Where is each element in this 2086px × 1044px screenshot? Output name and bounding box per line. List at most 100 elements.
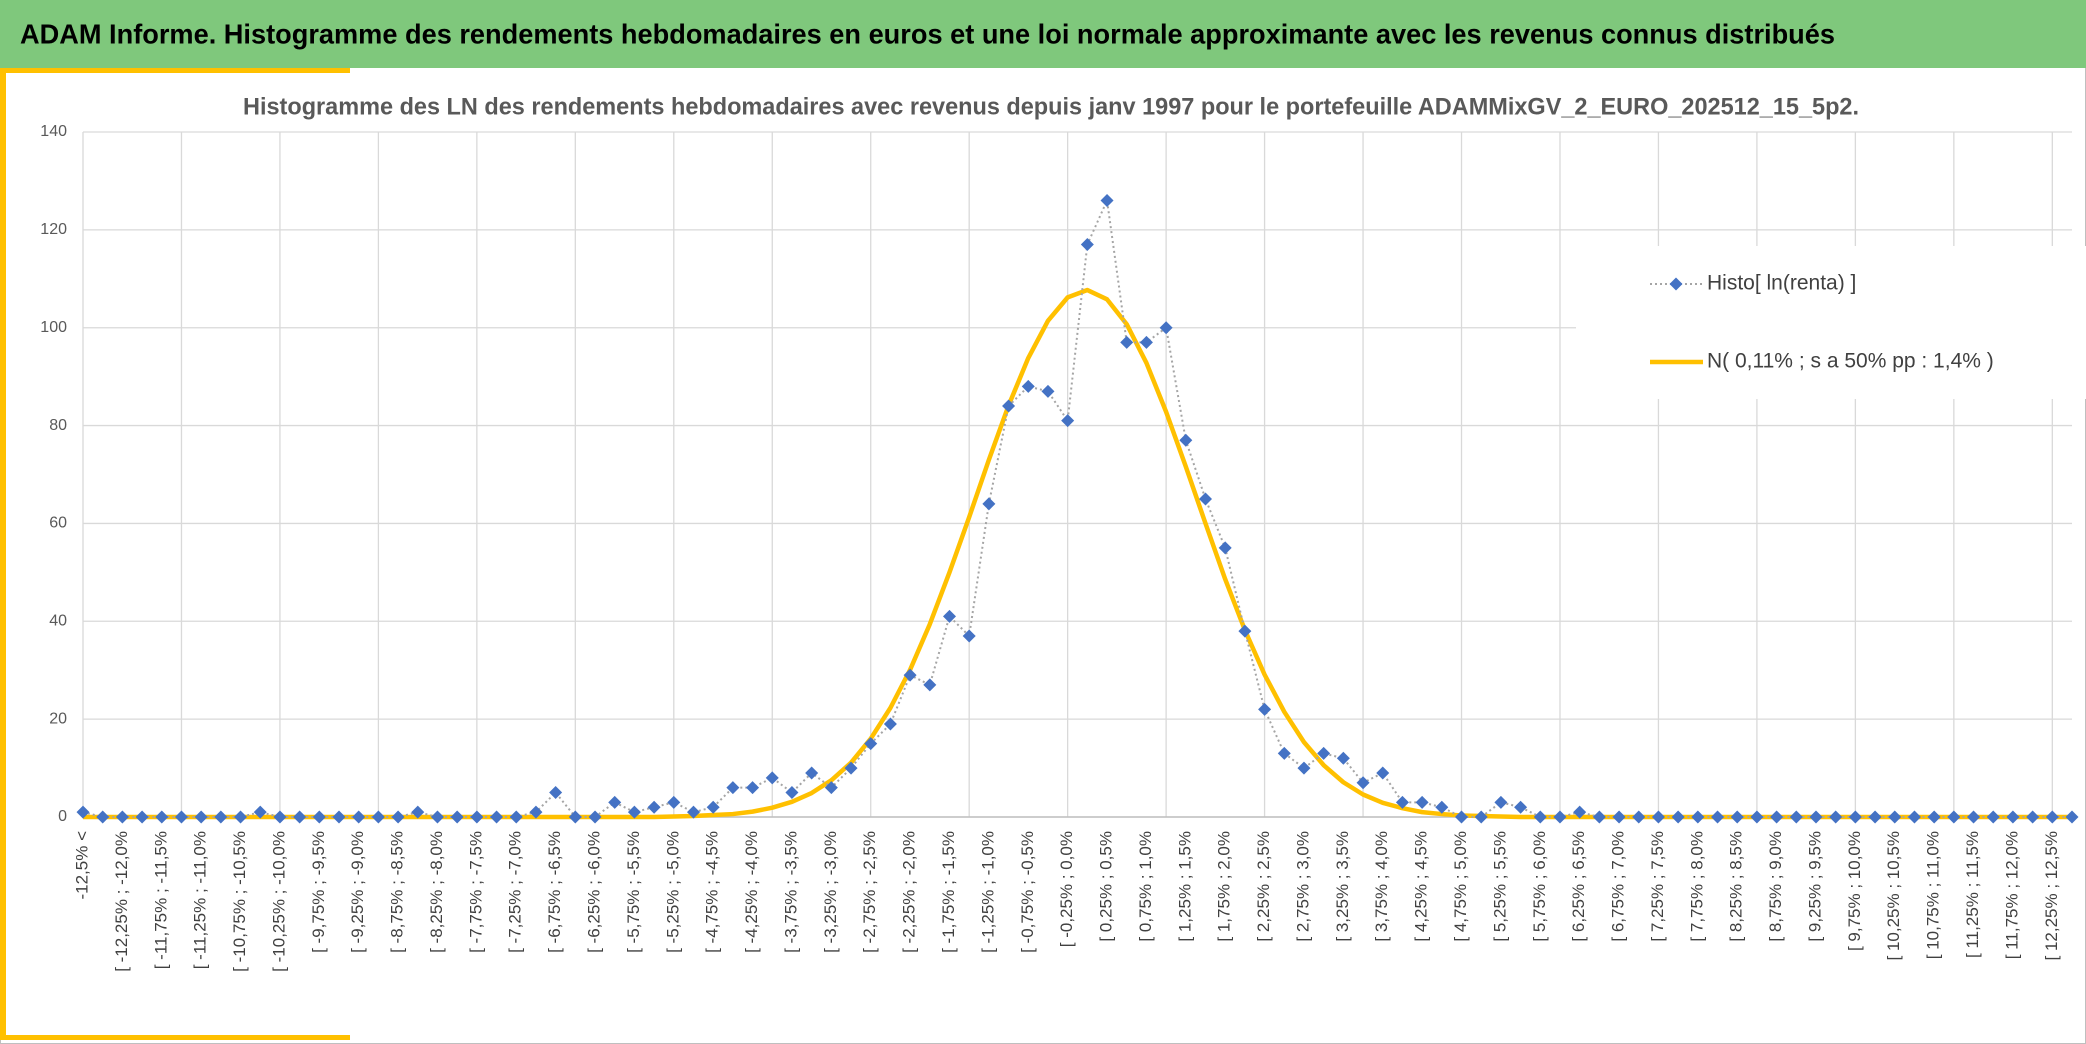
data-point	[1218, 541, 1232, 555]
data-point	[1986, 810, 2000, 824]
data-point	[824, 781, 838, 795]
data-point	[1139, 335, 1153, 349]
data-point	[509, 810, 523, 824]
x-tick-label: [ -10,75% ; -10,5%	[230, 831, 249, 972]
data-point	[1514, 800, 1528, 814]
data-point	[667, 795, 681, 809]
data-point	[1199, 492, 1213, 506]
data-point	[529, 805, 543, 819]
data-point	[490, 810, 504, 824]
accent	[0, 68, 350, 73]
data-point	[96, 810, 110, 824]
x-tick-label: [ 1,25% ; 1,5%	[1175, 831, 1194, 942]
data-point	[1120, 335, 1134, 349]
x-tick-label: [ -9,75% ; -9,5%	[309, 831, 328, 953]
data-point	[627, 805, 641, 819]
data-point	[1789, 810, 1803, 824]
y-tick-label: 120	[40, 221, 67, 238]
x-tick-label: [ 4,75% ; 5,0%	[1451, 831, 1470, 942]
data-point	[1317, 746, 1331, 760]
x-tick-label: [ -3,75% ; -3,5%	[781, 831, 800, 953]
x-tick-label: [ 7,75% ; 8,0%	[1687, 831, 1706, 942]
data-point	[253, 805, 267, 819]
data-point	[1770, 810, 1784, 824]
data-point	[1080, 238, 1094, 252]
x-tick-label: [ 11,75% ; 12,0%	[2002, 831, 2021, 959]
legend-marker	[1669, 277, 1683, 291]
data-point	[450, 810, 464, 824]
data-point	[982, 497, 996, 511]
data-point	[1907, 810, 1921, 824]
data-point	[411, 805, 425, 819]
x-tick-label: [ 3,25% ; 3,5%	[1333, 831, 1352, 942]
data-point	[1277, 746, 1291, 760]
data-point	[1947, 810, 1961, 824]
data-point	[1238, 624, 1252, 638]
data-point	[1100, 194, 1114, 207]
x-tick-label: [ 1,75% ; 2,0%	[1215, 831, 1234, 942]
data-point	[1711, 810, 1725, 824]
x-tick-label: [ 0,75% ; 1,0%	[1136, 831, 1155, 942]
y-tick-label: 60	[49, 515, 67, 532]
data-point	[1435, 800, 1449, 814]
data-point	[765, 771, 779, 785]
header-title: ADAM Informe. Histogramme des rendements…	[20, 18, 1835, 49]
data-point	[293, 810, 307, 824]
data-point	[2006, 810, 2020, 824]
data-point	[1356, 776, 1370, 790]
x-tick-label: [ 7,25% ; 7,5%	[1648, 831, 1667, 942]
x-tick-label: [ -7,25% ; -7,0%	[506, 831, 525, 953]
data-point	[352, 810, 366, 824]
data-point	[214, 810, 228, 824]
data-point	[1159, 321, 1173, 335]
x-tick-label: [ -11,75% ; -11,5%	[151, 831, 170, 969]
data-point	[1553, 810, 1567, 824]
data-point	[2026, 810, 2040, 824]
data-point	[785, 786, 799, 800]
data-point	[568, 810, 582, 824]
data-point	[1376, 766, 1390, 780]
accent	[0, 1035, 350, 1040]
data-point	[1573, 805, 1587, 819]
data-point	[647, 800, 661, 814]
x-tick-label: [ 6,25% ; 6,5%	[1569, 831, 1588, 942]
y-tick-label: 20	[49, 710, 67, 727]
data-point	[234, 810, 248, 824]
data-point	[1809, 810, 1823, 824]
accent	[0, 68, 6, 1040]
y-tick-label: 140	[40, 123, 67, 140]
x-tick-label: [ -0,75% ; -0,5%	[1018, 831, 1037, 953]
x-tick-label: -12,5% <	[72, 831, 91, 900]
x-tick-label: [ 8,25% ; 8,5%	[1727, 831, 1746, 942]
x-tick-label: [ 2,75% ; 3,0%	[1293, 831, 1312, 942]
data-point	[1415, 795, 1429, 809]
x-tick-label: [ -3,25% ; -3,0%	[821, 831, 840, 953]
data-point	[608, 795, 622, 809]
data-point	[332, 810, 346, 824]
x-tick-label: [ -9,25% ; -9,0%	[348, 831, 367, 953]
data-point	[2065, 810, 2079, 824]
data-point	[155, 810, 169, 824]
data-point	[1533, 810, 1547, 824]
x-tick-label: [ -6,25% ; -6,0%	[585, 831, 604, 953]
data-point	[1258, 702, 1272, 716]
data-point	[588, 810, 602, 824]
data-point	[962, 629, 976, 643]
data-point	[430, 810, 444, 824]
x-tick-label: [ 8,75% ; 9,0%	[1766, 831, 1785, 942]
data-point	[371, 810, 385, 824]
chart-title: Histogramme des LN des rendements hebdom…	[243, 93, 1859, 120]
data-point	[1179, 433, 1193, 447]
x-tick-label: [ -4,75% ; -4,5%	[703, 831, 722, 953]
data-point	[805, 766, 819, 780]
data-point	[1455, 810, 1469, 824]
data-point	[1494, 795, 1508, 809]
x-tick-label: [ -7,75% ; -7,5%	[466, 831, 485, 953]
x-tick-label: [ 2,25% ; 2,5%	[1254, 831, 1273, 942]
x-tick-label: [ 6,75% ; 7,0%	[1609, 831, 1628, 942]
x-tick-label: [ 9,75% ; 10,0%	[1845, 831, 1864, 951]
x-tick-label: [ 5,75% ; 6,0%	[1530, 831, 1549, 942]
data-point	[115, 810, 129, 824]
